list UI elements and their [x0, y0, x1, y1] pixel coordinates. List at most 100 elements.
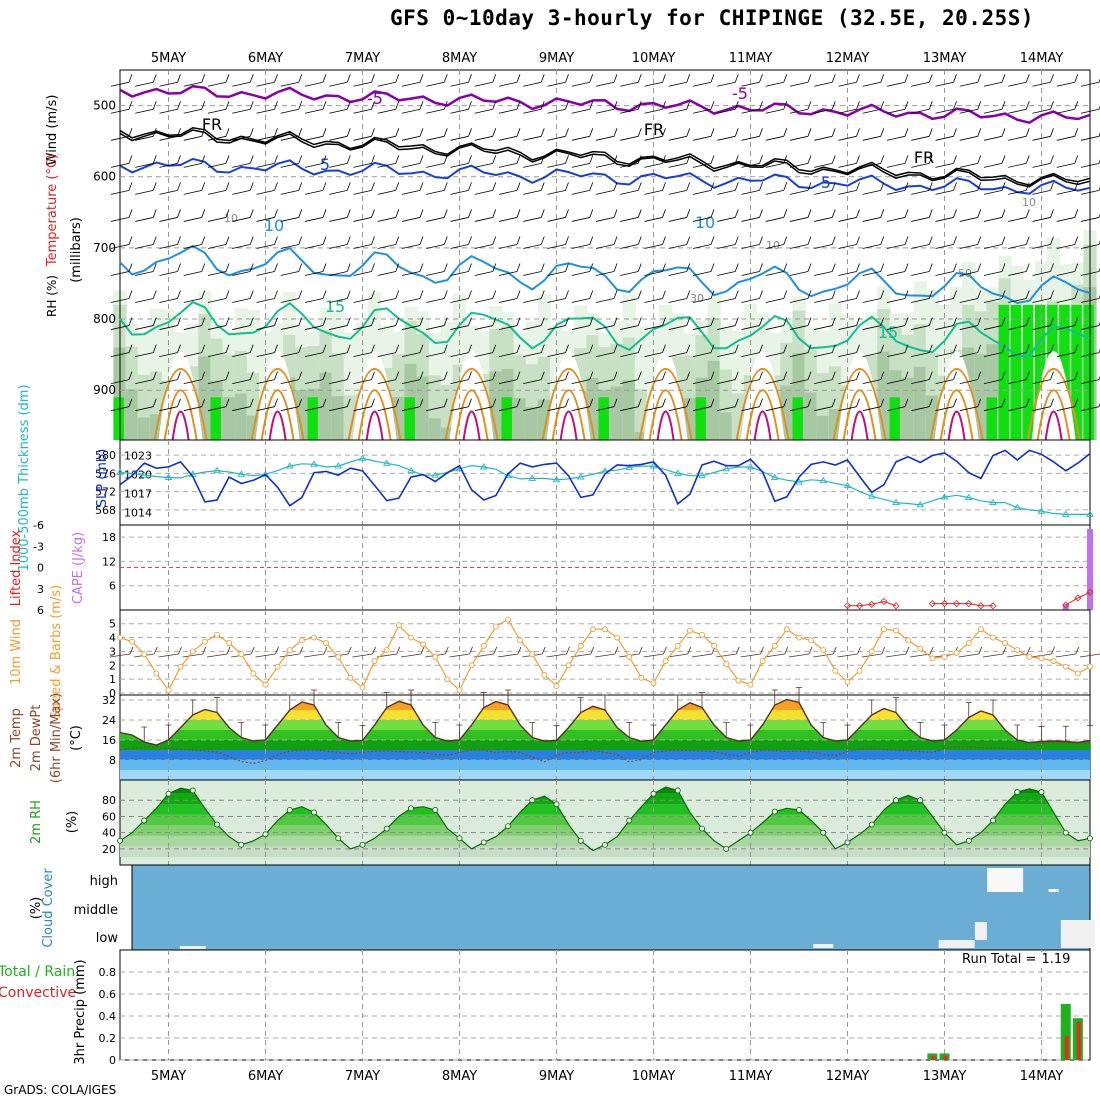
wind-barb: [280, 371, 303, 385]
rh-shade-saturated: [998, 304, 1010, 440]
cape-tick-label: 6: [109, 580, 116, 593]
wind-barb: [450, 182, 472, 195]
rh2m-point: [868, 821, 875, 828]
wind10-tick-label: 4: [109, 632, 116, 645]
wind10-barb: [158, 646, 182, 658]
contour-label: 15: [878, 323, 898, 342]
wind-barb: [498, 74, 521, 87]
wind-barb: [838, 290, 860, 303]
wind-barb: [304, 236, 327, 249]
wind10-speed-point: [408, 634, 414, 641]
wind-barb: [183, 344, 206, 358]
wind-barb: [1008, 398, 1030, 412]
cloud-cover-block: [974, 922, 987, 940]
wind-barb: [1032, 344, 1054, 358]
wind10-speed-point: [1087, 663, 1093, 670]
top-date-label: 6MAY: [248, 51, 283, 66]
wind-barb: [304, 263, 327, 276]
wind10-speed-point: [432, 654, 439, 660]
rh-shade-saturated: [1071, 304, 1082, 440]
wind-barb: [983, 263, 1006, 276]
wind-barb: [280, 155, 303, 168]
wind-barb: [862, 209, 885, 222]
wind-barb: [159, 182, 181, 195]
wind-barb: [183, 101, 206, 114]
wind-barb: [765, 290, 788, 303]
wind-barb: [862, 398, 885, 412]
temp-minmax-whisker: [432, 722, 439, 738]
wind-barb: [256, 317, 278, 330]
wind-barb: [329, 74, 351, 87]
wind10-speed-point: [844, 678, 851, 685]
wind-barb: [353, 74, 375, 87]
wind-barb: [135, 128, 157, 141]
wind-barb: [426, 209, 448, 222]
wind-barb: [911, 101, 933, 114]
wind-barb: [207, 128, 230, 141]
wind-barb: [329, 398, 351, 412]
wind-barb: [523, 398, 545, 412]
temp-unit-label: (°C): [69, 725, 84, 751]
wind-barb: [256, 128, 278, 141]
wind10-speed-point: [456, 687, 463, 694]
plus20-contour: [347, 368, 402, 441]
bottom-date-label: 7MAY: [345, 1069, 380, 1084]
wind10-speed-point: [347, 674, 354, 681]
cloud-cover-block: [1060, 920, 1095, 948]
thickness-point: [358, 454, 367, 461]
wind-barb: [426, 155, 448, 168]
wind10-barb: [303, 646, 328, 658]
temp-tick-label: 24: [102, 714, 116, 727]
wind-barb: [1008, 263, 1030, 276]
wind-barb: [620, 128, 642, 141]
thickness-tick-label: 576: [95, 467, 116, 480]
wind-barb: [232, 344, 254, 358]
wind-barb: [741, 371, 763, 385]
wind10-speed-point: [189, 648, 196, 655]
wind10-barb: [837, 646, 861, 658]
upper-wind-label: Wind (m/s): [45, 95, 60, 166]
wind-barb: [959, 182, 982, 195]
wind10-speed-point: [686, 627, 693, 634]
rh2m-tick-label: 40: [102, 827, 116, 840]
wind-barb: [426, 344, 448, 358]
rh-contour-label: 10: [766, 239, 780, 252]
wind-barb: [110, 155, 133, 168]
rh-shade-dark: [513, 398, 527, 440]
rh-shade-dark: [331, 396, 345, 440]
wind-barb: [401, 344, 424, 358]
upper-rh-label: RH (%): [45, 275, 59, 317]
thickness-point: [795, 478, 803, 485]
wind-barb: [256, 74, 278, 87]
wind-barb: [814, 317, 836, 330]
wind10-barb: [813, 646, 837, 658]
rh-shade-dark: [719, 412, 733, 440]
temp-minmax-whisker: [820, 722, 827, 738]
wind-barb: [886, 344, 909, 358]
wind-barb: [110, 371, 133, 385]
plus30-contour: [171, 410, 190, 441]
lifted-index-point: [965, 600, 973, 608]
wind10-speed-point: [808, 637, 815, 644]
wind-barb: [1056, 371, 1079, 385]
wind-barb: [450, 155, 472, 168]
rh2m-point: [626, 817, 633, 824]
lifted-index-line: [847, 600, 897, 607]
wind-barb: [717, 317, 739, 330]
wind-barb: [959, 263, 982, 276]
wind-barb: [935, 155, 957, 168]
cloud-cover-block: [938, 940, 975, 948]
freezing-contour: [119, 127, 1091, 186]
wind10-speed-point: [602, 626, 608, 633]
wind-barb: [547, 317, 569, 330]
wind-barb: [232, 209, 254, 222]
wind-barb: [717, 236, 739, 249]
wind-barb: [717, 371, 739, 385]
rh-shade-mid: [731, 393, 745, 440]
wind-barb: [935, 371, 957, 385]
plus25-contour: [842, 389, 877, 441]
rh2m-point: [480, 839, 487, 846]
wind-barb: [547, 371, 569, 385]
wind-barb: [110, 317, 133, 330]
wind10-speed-point: [1002, 640, 1009, 647]
